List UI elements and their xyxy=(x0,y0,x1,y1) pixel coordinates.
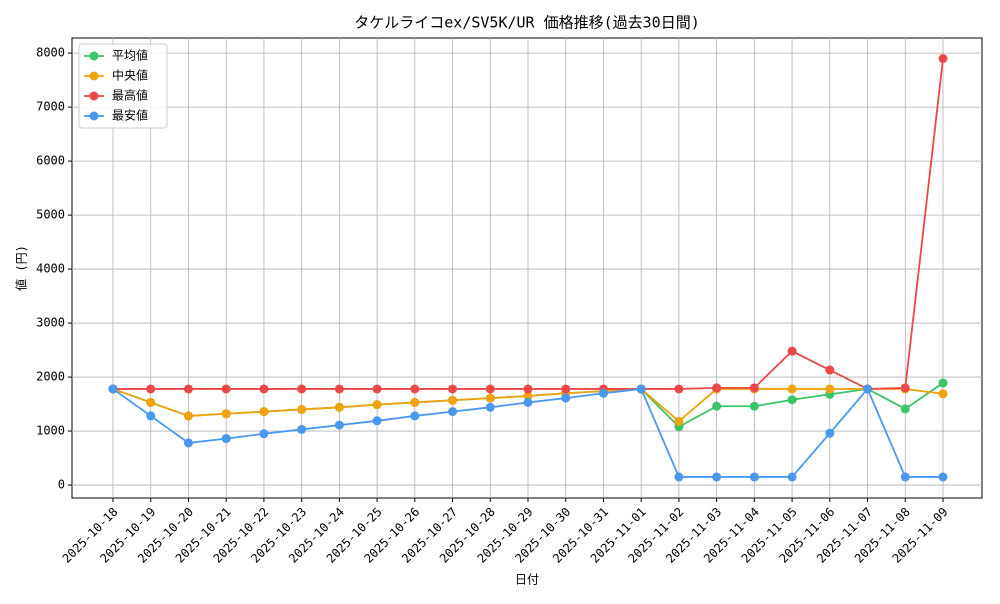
legend-label: 平均値 xyxy=(112,48,148,63)
point xyxy=(938,378,948,388)
point xyxy=(372,384,382,394)
y-tick-label: 3000 xyxy=(36,316,65,330)
y-tick-label: 6000 xyxy=(36,154,65,168)
point xyxy=(146,384,156,394)
point xyxy=(410,411,420,421)
point xyxy=(221,384,231,394)
point xyxy=(825,384,835,394)
point xyxy=(636,384,646,394)
point xyxy=(183,438,193,448)
point xyxy=(372,400,382,410)
point xyxy=(674,472,684,482)
y-tick-label: 1000 xyxy=(36,424,65,438)
point xyxy=(523,397,533,407)
legend-label: 最安値 xyxy=(112,108,148,123)
point xyxy=(523,391,533,401)
point xyxy=(334,402,344,412)
point xyxy=(825,428,835,438)
point xyxy=(183,384,193,394)
point xyxy=(372,416,382,426)
point xyxy=(448,407,458,417)
legend-marker xyxy=(89,111,99,121)
point xyxy=(334,420,344,430)
point xyxy=(712,401,722,411)
point xyxy=(259,407,269,417)
point xyxy=(485,402,495,412)
legend-label: 最高値 xyxy=(112,88,148,103)
point xyxy=(297,404,307,414)
legend-label: 中央値 xyxy=(112,68,148,83)
point xyxy=(297,424,307,434)
point xyxy=(787,472,797,482)
point xyxy=(523,384,533,394)
chart-title: タケルライコex/SV5K/UR 価格推移(過去30日間) xyxy=(354,14,699,32)
point xyxy=(259,429,269,439)
point xyxy=(146,411,156,421)
point xyxy=(825,365,835,375)
point xyxy=(146,397,156,407)
y-tick-label: 8000 xyxy=(36,46,65,60)
point xyxy=(448,395,458,405)
point xyxy=(749,383,759,393)
point xyxy=(108,384,118,394)
legend-box xyxy=(78,43,168,129)
legend-marker xyxy=(89,51,99,61)
y-tick-label: 5000 xyxy=(36,208,65,222)
point xyxy=(900,383,910,393)
point xyxy=(900,404,910,414)
point xyxy=(485,393,495,403)
point xyxy=(221,409,231,419)
point xyxy=(297,384,307,394)
plot-frame xyxy=(71,37,983,499)
point xyxy=(448,384,458,394)
y-axis-label: 値 (円) xyxy=(14,245,29,291)
x-axis-label: 日付 xyxy=(515,573,539,587)
point xyxy=(938,472,948,482)
y-tick-label: 2000 xyxy=(36,370,65,384)
point xyxy=(598,388,608,398)
point xyxy=(561,393,571,403)
point xyxy=(712,383,722,393)
point xyxy=(863,384,873,394)
point xyxy=(749,401,759,411)
point xyxy=(183,411,193,421)
point xyxy=(334,384,344,394)
legend-marker xyxy=(89,71,99,81)
point xyxy=(787,384,797,394)
point xyxy=(749,472,759,482)
point xyxy=(561,384,571,394)
y-tick-label: 7000 xyxy=(36,100,65,114)
point xyxy=(938,54,948,64)
point xyxy=(900,472,910,482)
legend-marker xyxy=(89,91,99,101)
point xyxy=(410,397,420,407)
point xyxy=(410,384,420,394)
point xyxy=(221,434,231,444)
point xyxy=(259,384,269,394)
point xyxy=(787,346,797,356)
point xyxy=(712,472,722,482)
point xyxy=(674,416,684,426)
point xyxy=(674,384,684,394)
point xyxy=(485,384,495,394)
y-tick-label: 0 xyxy=(58,478,65,492)
y-tick-label: 4000 xyxy=(36,262,65,276)
point xyxy=(938,389,948,399)
point xyxy=(787,395,797,405)
